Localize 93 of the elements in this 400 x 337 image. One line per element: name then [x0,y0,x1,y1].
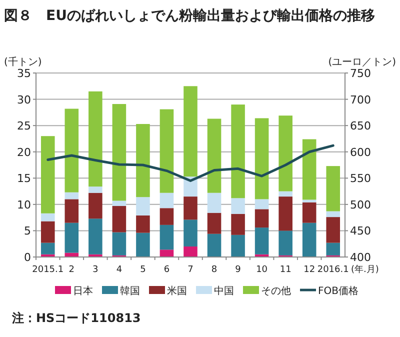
bar [326,242,340,256]
bar [254,209,269,228]
legend-label: 韓国 [120,285,140,297]
bar [231,104,245,198]
x-tick-label: 4 [116,265,122,275]
bar [278,230,292,256]
legend-label: 中国 [214,285,234,297]
bar [112,104,126,201]
bar [254,228,269,254]
bar [160,250,174,257]
x-tick-label: 10 [256,265,268,275]
y2-tick-label: 650 [350,120,371,133]
bar [231,198,245,214]
y-tick-label: 30 [17,93,31,106]
legend-label: FOB価格 [318,285,358,297]
y2-tick-label: 550 [350,172,371,186]
bar [88,186,102,193]
y2-tick-label: 600 [350,146,371,159]
bar [136,232,150,256]
bar [207,234,222,257]
y-tick-label: 15 [17,172,31,186]
legend-label: その他 [261,285,291,297]
bar [112,232,126,256]
x-tick-label: 5 [140,265,146,275]
y2-tick-label: 400 [350,251,371,264]
bar [64,192,79,200]
bar [136,124,150,198]
bar [64,199,79,223]
bar [326,211,340,218]
x-tick-label: 6 [164,265,170,275]
bar [64,108,79,192]
x-axis-title: (年.月) [351,264,379,275]
x-tick-label: 7 [188,265,194,275]
x-tick-label: 3 [92,265,98,275]
bar [231,234,245,257]
bar [326,217,340,243]
legend-label: 日本 [73,285,93,297]
x-tick-label: 2016.1 [317,265,349,275]
bar [112,206,126,232]
bar [136,215,150,233]
bar [254,118,269,200]
x-tick-label: 12 [304,265,316,275]
y-tick-label: 10 [17,198,31,212]
y2-tick-label: 500 [350,198,371,212]
legend-label: 米国 [167,285,187,297]
bar [88,218,102,254]
bar [40,213,55,222]
bar [207,118,222,193]
x-tick-label: 8 [211,265,218,275]
bar [160,109,174,193]
y-tick-label: 25 [17,120,31,133]
bar [184,246,198,257]
bar [278,196,292,231]
bar [88,192,102,219]
bar [136,197,150,216]
y-tick-label: 20 [17,146,31,159]
bar [184,196,198,220]
title: 図８ EUのばれいしょでん粉輸出量および輸出価格の推移 [4,8,375,24]
bar [112,200,126,206]
bar [302,222,316,257]
bar [40,242,55,254]
x-tick-label: 9 [235,265,242,275]
bar [302,139,316,200]
y-axis-title: (千トン) [4,56,42,68]
y2-tick-label: 750 [350,67,371,80]
bar [207,212,222,234]
bar [231,214,245,235]
y2-axis-title: (ユーロ／トン) [328,57,396,68]
bar [64,222,79,253]
y-tick-label: 0 [24,251,31,264]
x-tick-label: 2 [68,265,75,275]
bar [302,200,316,202]
y-tick-label: 5 [24,224,31,238]
bar [184,220,198,246]
bar [326,166,340,212]
bar [278,116,292,192]
x-tick-label: 2015.1 [32,265,64,275]
bar [302,202,316,223]
bar [40,136,55,214]
bar [88,91,102,187]
bar [160,224,174,250]
bar [184,86,198,177]
x-tick-label: 11 [280,265,292,275]
y2-tick-label: 450 [350,224,371,238]
bar [254,199,269,210]
y-tick-label: 35 [17,67,31,80]
text: 注：HSコード110813 [11,311,141,325]
bar [207,192,222,213]
bar [160,192,174,208]
bar [278,191,292,197]
y2-tick-label: 700 [350,93,371,106]
bar [160,208,174,225]
bar [40,221,55,243]
